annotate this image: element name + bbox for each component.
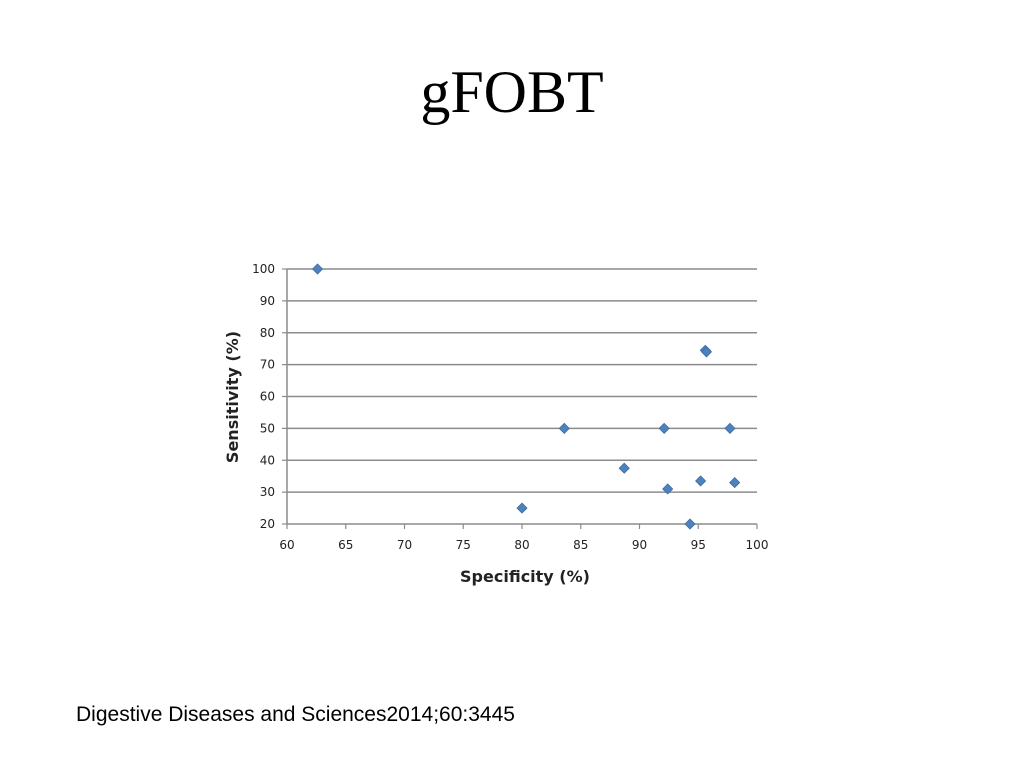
y-tick-label: 20 <box>260 517 275 531</box>
grid-lines <box>287 268 757 493</box>
x-tick-label: 100 <box>746 538 769 552</box>
x-axis-label: Specificity (%) <box>460 567 590 586</box>
x-tick-label: 90 <box>632 538 647 552</box>
x-tick-label: 85 <box>573 538 588 552</box>
slide-title: gFOBT <box>420 59 604 125</box>
x-tick-label: 60 <box>279 538 294 552</box>
data-point <box>662 483 674 495</box>
data-point <box>700 346 713 358</box>
x-tick-label: 70 <box>397 538 412 552</box>
y-axis-label: Sensitivity (%) <box>223 331 242 463</box>
y-tick-label: 40 <box>260 453 275 467</box>
data-point <box>658 422 670 434</box>
y-tick-label: 60 <box>260 390 275 404</box>
data-point <box>516 502 528 514</box>
y-tick-label: 50 <box>260 421 275 435</box>
x-tick-label: 65 <box>338 538 353 552</box>
data-points <box>311 263 741 530</box>
data-point <box>729 476 741 489</box>
y-tick-label: 100 <box>252 262 275 276</box>
data-point <box>558 422 570 434</box>
data-point <box>311 263 324 275</box>
data-point <box>695 475 707 487</box>
x-tick-label: 80 <box>514 538 529 552</box>
x-tick-label: 95 <box>691 538 706 552</box>
axes <box>282 268 758 529</box>
citation: Digestive Diseases and Sciences2014;60:3… <box>76 703 515 726</box>
data-point <box>618 462 630 474</box>
y-tick-label: 30 <box>260 485 275 499</box>
tick-labels: 20 30 40 50 60 70 80 90 100 60 65 70 75 80 85 90 95 100 <box>252 262 768 552</box>
y-tick-label: 90 <box>260 294 275 308</box>
x-tick-label: 75 <box>456 538 471 552</box>
data-point <box>724 422 736 434</box>
y-tick-label: 80 <box>260 326 275 340</box>
y-tick-label: 70 <box>260 358 275 372</box>
data-point <box>684 518 696 530</box>
